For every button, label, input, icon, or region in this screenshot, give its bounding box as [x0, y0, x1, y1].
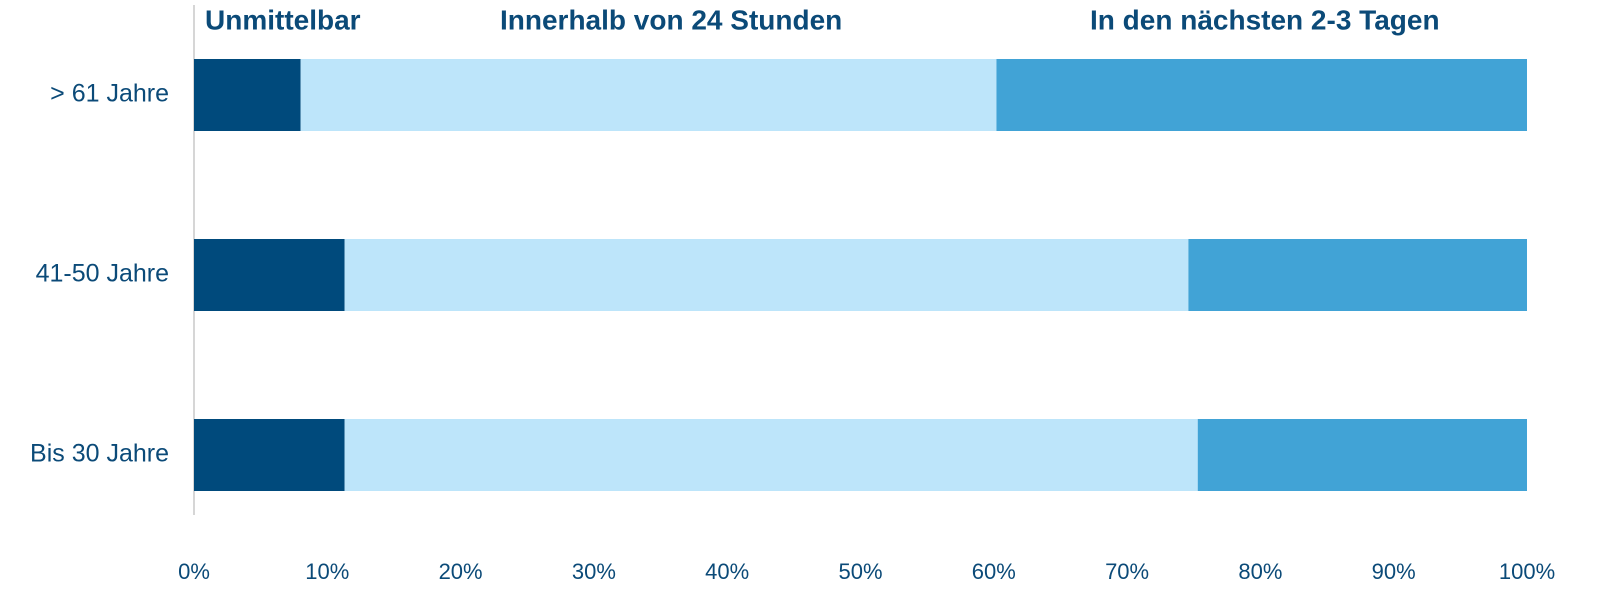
x-tick-label: 90% [1372, 559, 1416, 584]
x-tick-label: 50% [838, 559, 882, 584]
bar-segment [194, 59, 301, 131]
bar-segment [344, 419, 1198, 491]
bar-segment [194, 239, 345, 311]
x-tick-label: 60% [972, 559, 1016, 584]
legend-label: In den nächsten 2-3 Tagen [1090, 4, 1440, 35]
bar-segment [1197, 419, 1527, 491]
x-tick-label: 70% [1105, 559, 1149, 584]
x-tick-label: 10% [305, 559, 349, 584]
bar-segment [1188, 239, 1527, 311]
bar-segment [996, 59, 1527, 131]
x-tick-label: 100% [1499, 559, 1555, 584]
bar-segment [344, 239, 1189, 311]
category-label: Bis 30 Jahre [30, 440, 169, 468]
x-tick-label: 40% [705, 559, 749, 584]
category-label: 41-50 Jahre [36, 260, 169, 288]
x-tick-label: 30% [572, 559, 616, 584]
legend-label: Innerhalb von 24 Stunden [500, 4, 842, 35]
legend-label: Unmittelbar [205, 4, 361, 35]
x-tick-label: 0% [178, 559, 210, 584]
bar-segment [300, 59, 997, 131]
bar-segment [194, 419, 345, 491]
category-label: > 61 Jahre [50, 80, 169, 108]
x-tick-label: 20% [439, 559, 483, 584]
x-tick-label: 80% [1238, 559, 1282, 584]
